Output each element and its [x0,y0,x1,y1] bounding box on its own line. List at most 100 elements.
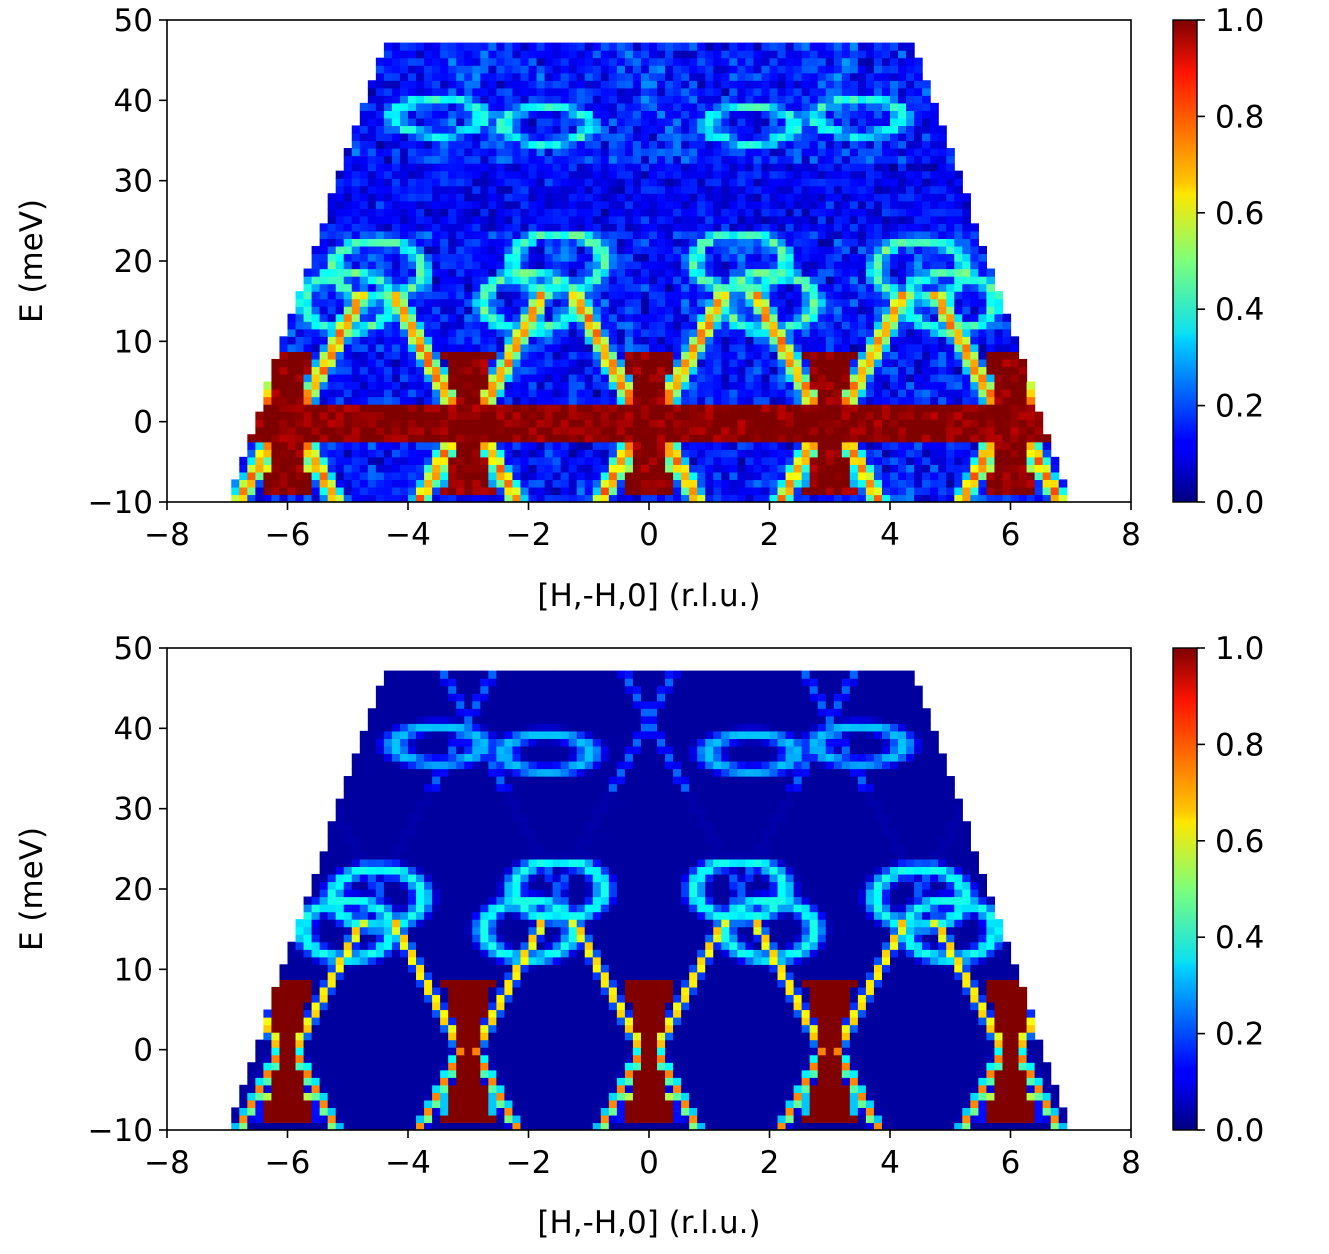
heatmap-cell [391,351,401,360]
heatmap-cell [825,336,835,345]
heatmap-cell [399,313,409,322]
heatmap-cell [448,313,457,322]
heatmap-cell [576,155,586,164]
heatmap-cell [986,471,996,481]
heatmap-cell [729,441,738,450]
heatmap-cell [841,306,851,315]
heatmap-cell [809,479,819,488]
heatmap-cell [279,479,289,488]
heatmap-cell [480,419,489,428]
heatmap-cell [857,230,867,240]
heatmap-cell [600,381,610,390]
heatmap-cell [432,366,441,375]
heatmap-cell [399,381,409,390]
heatmap-cell [705,72,714,81]
heatmap-cell [898,464,907,473]
heatmap-cell [970,404,979,413]
heatmap-cell [705,313,714,322]
heatmap-cell [922,117,931,127]
heatmap-cell [1010,486,1020,496]
heatmap-cell [849,95,859,104]
heatmap-cell [898,298,907,307]
heatmap-cell [745,404,755,413]
heatmap-cell [592,351,602,360]
heatmap-cell [311,441,321,450]
heatmap-cell [488,336,497,345]
heatmap-cell [737,471,746,481]
heatmap-cell [464,117,473,127]
heatmap-cell [994,396,1004,405]
heatmap-cell [351,261,361,270]
heatmap-cell [898,343,907,352]
heatmap-cell [600,95,610,104]
heatmap-cell [705,306,714,315]
heatmap-cell [255,464,264,473]
heatmap-cell [978,464,987,473]
heatmap-cell [753,95,763,104]
heatmap-cell [681,343,690,352]
heatmap-cell [833,298,843,307]
heatmap-cell [906,441,915,450]
heatmap-cell [1002,419,1012,428]
heatmap-cell [624,306,634,315]
heatmap-cell [793,268,803,277]
heatmap-cell [632,449,642,458]
heatmap-cell [600,343,610,352]
heatmap-cell [769,321,779,330]
heatmap-cell [890,351,899,360]
heatmap-cell [865,283,875,292]
heatmap-cell [480,366,489,375]
heatmap-cell [391,200,401,209]
heatmap-cell [375,185,385,194]
heatmap-cell [1010,396,1020,405]
heatmap-cell [809,215,819,224]
heatmap-cell [1010,366,1020,375]
heatmap-cell [528,148,538,157]
heatmap-cell [552,441,562,450]
heatmap-cell [825,223,835,232]
heatmap-cell [801,321,811,330]
heatmap-cell [857,170,867,179]
heatmap-cell [367,449,377,458]
heatmap-cell [448,140,457,149]
heatmap-cell [833,291,843,300]
heatmap-cell [857,336,867,345]
heatmap-cell [504,456,514,465]
heatmap-cell [994,449,1004,458]
heatmap-cell [994,343,1004,352]
heatmap-cell [1026,479,1036,488]
heatmap-cell [946,373,955,383]
heatmap-cell [576,298,586,307]
heatmap-cell [448,298,457,307]
heatmap-cell [793,404,803,413]
heatmap-cell [713,479,722,488]
heatmap-cell [833,404,843,413]
heatmap-cell [849,464,859,473]
heatmap-cell [488,230,497,240]
heatmap-cell [375,208,385,217]
heatmap-cell [456,261,465,270]
heatmap-cell [552,268,562,277]
heatmap-cell [673,276,682,285]
heatmap-cell [689,72,698,81]
heatmap-cell [351,163,361,172]
heatmap-cell [480,343,489,352]
heatmap-cell [391,336,401,345]
heatmap-cell [665,486,674,496]
heatmap-cell [520,110,530,119]
heatmap-cell [898,486,907,496]
heatmap-cell [480,223,489,232]
heatmap-cell [793,245,803,255]
heatmap-cell [383,163,393,172]
heatmap-cell [1034,471,1044,481]
heatmap-cell [632,298,642,307]
heatmap-cell [769,441,779,450]
heatmap-cell [375,253,385,262]
heatmap-cell [528,65,538,74]
heatmap-cell [359,178,369,187]
heatmap-cell [440,170,449,179]
heatmap-cell [640,261,650,270]
heatmap-cell [865,449,875,458]
heatmap-cell [681,261,690,270]
heatmap-cell [624,178,634,187]
